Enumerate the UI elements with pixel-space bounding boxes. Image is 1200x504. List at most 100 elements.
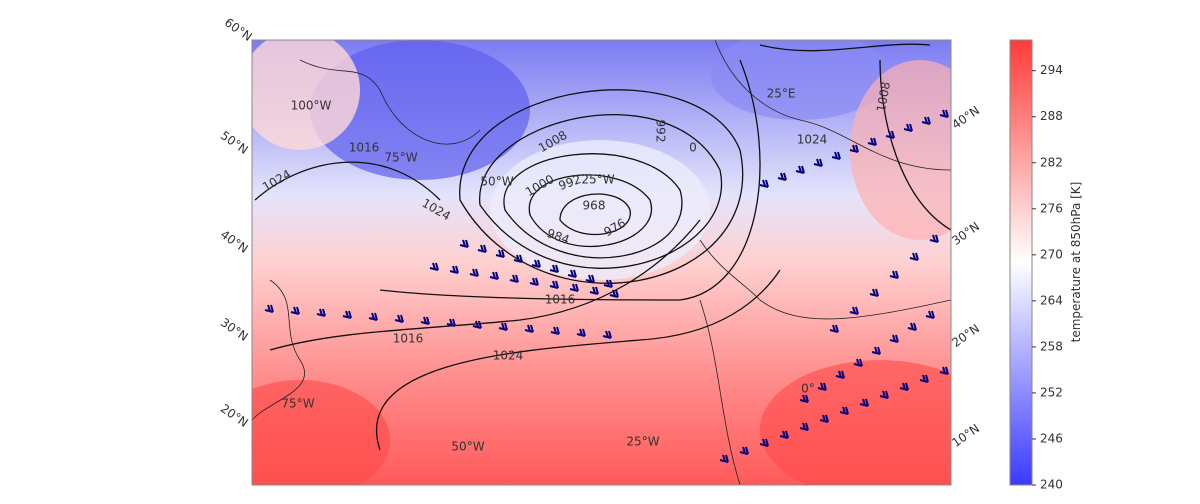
wind-barb	[524, 324, 534, 333]
wind-barb	[498, 322, 508, 331]
wind-barb	[589, 286, 599, 295]
isobar-label: 1024	[797, 133, 828, 147]
wind-barb	[420, 316, 430, 325]
wind-barb	[869, 288, 879, 297]
wind-barb	[429, 262, 439, 271]
wind-barb	[567, 269, 577, 278]
colorbar-tick-label: 288	[1040, 109, 1063, 123]
wind-barb	[903, 123, 913, 132]
wind-barb	[899, 382, 909, 391]
wind-barb	[759, 438, 769, 447]
isobar-label: 0	[689, 141, 697, 155]
wind-barb	[446, 318, 456, 327]
lon-label: 50°W	[451, 440, 484, 454]
wind-barb	[777, 172, 787, 181]
wind-barb	[489, 271, 499, 280]
lon-label: 25°W	[581, 173, 614, 187]
lon-label: 100°W	[291, 99, 332, 113]
isobar-label: 1024	[493, 349, 524, 363]
wind-barb	[849, 306, 859, 315]
lon-label: 75°W	[384, 151, 417, 165]
wind-barb	[817, 382, 827, 391]
wind-barb	[921, 116, 931, 125]
wind-barb	[929, 234, 939, 243]
lat-label: 60°N	[222, 15, 255, 44]
isobar-label: 1016	[349, 141, 380, 155]
wind-barb	[799, 422, 809, 431]
lat-label: 20°N	[949, 321, 982, 350]
wind-barb	[739, 446, 749, 455]
map-field	[252, 40, 951, 485]
lat-label: 10°N	[949, 421, 982, 450]
wind-barb	[549, 264, 559, 273]
wind-barb	[859, 398, 869, 407]
wind-barb	[853, 358, 863, 367]
wind-barb	[469, 268, 479, 277]
lat-label: 20°N	[218, 401, 251, 430]
isobar-label: 992	[654, 120, 668, 143]
wind-barb	[609, 289, 619, 298]
wind-barb	[819, 414, 829, 423]
wind-barb	[342, 310, 352, 319]
wind-barb	[585, 274, 595, 283]
wind-barb	[907, 322, 917, 331]
wind-barb	[264, 304, 274, 313]
lon-label: 0°	[801, 382, 815, 396]
wind-barb	[871, 346, 881, 355]
wind-barb	[919, 374, 929, 383]
wind-barb	[316, 308, 326, 317]
wind-barb	[513, 254, 523, 263]
colorbar-tick-label: 246	[1040, 431, 1063, 445]
wind-barb	[831, 151, 841, 160]
wind-barb	[799, 394, 809, 403]
wind-barb	[925, 310, 935, 319]
colorbar-label: temperature at 850hPa [K]	[1069, 182, 1083, 343]
wind-barb	[368, 312, 378, 321]
colorbar-tick-label: 240	[1040, 478, 1063, 492]
lon-label: 75°W	[281, 397, 314, 411]
lon-label: 25°E	[767, 87, 796, 101]
wind-barb	[779, 430, 789, 439]
wind-barb	[835, 370, 845, 379]
wind-barbs	[264, 109, 949, 463]
wind-barb	[939, 109, 949, 118]
wind-barb	[550, 326, 560, 335]
wind-barb	[549, 280, 559, 289]
wind-barb	[879, 390, 889, 399]
lat-label: 30°N	[949, 219, 982, 248]
wind-barb	[529, 277, 539, 286]
colorbar-tick-label: 270	[1040, 247, 1063, 261]
wind-barb	[290, 306, 300, 315]
wind-barb	[603, 279, 613, 288]
wind-barb	[509, 274, 519, 283]
wind-barb	[569, 283, 579, 292]
colorbar-tick-label: 282	[1040, 155, 1063, 169]
wind-barb	[889, 334, 899, 343]
wind-barb	[867, 137, 877, 146]
wind-barb	[394, 314, 404, 323]
isobar-label: 1016	[545, 293, 576, 307]
colorbar-tick-label: 294	[1040, 63, 1063, 77]
wind-barb	[849, 144, 859, 153]
wind-barb	[889, 270, 899, 279]
wind-barb	[909, 252, 919, 261]
wind-barb	[472, 320, 482, 329]
lon-label: 25°W	[626, 435, 659, 449]
colorbar-tick-label: 252	[1040, 385, 1063, 399]
lat-label: 50°N	[218, 128, 251, 157]
wind-barb	[939, 366, 949, 375]
colorbar-tick-label: 276	[1040, 201, 1063, 215]
colorbar	[1009, 39, 1033, 486]
colorbar-tick-label: 264	[1040, 293, 1063, 307]
wind-barb	[829, 324, 839, 333]
colorbar-tick-label: 258	[1040, 339, 1063, 353]
wind-barb	[795, 165, 805, 174]
wind-barb	[885, 130, 895, 139]
lat-label: 30°N	[218, 315, 251, 344]
isobar-label: 1016	[393, 332, 424, 346]
wind-barb	[813, 158, 823, 167]
wind-barb	[759, 179, 769, 188]
wind-barb	[495, 249, 505, 258]
wind-barb	[449, 265, 459, 274]
